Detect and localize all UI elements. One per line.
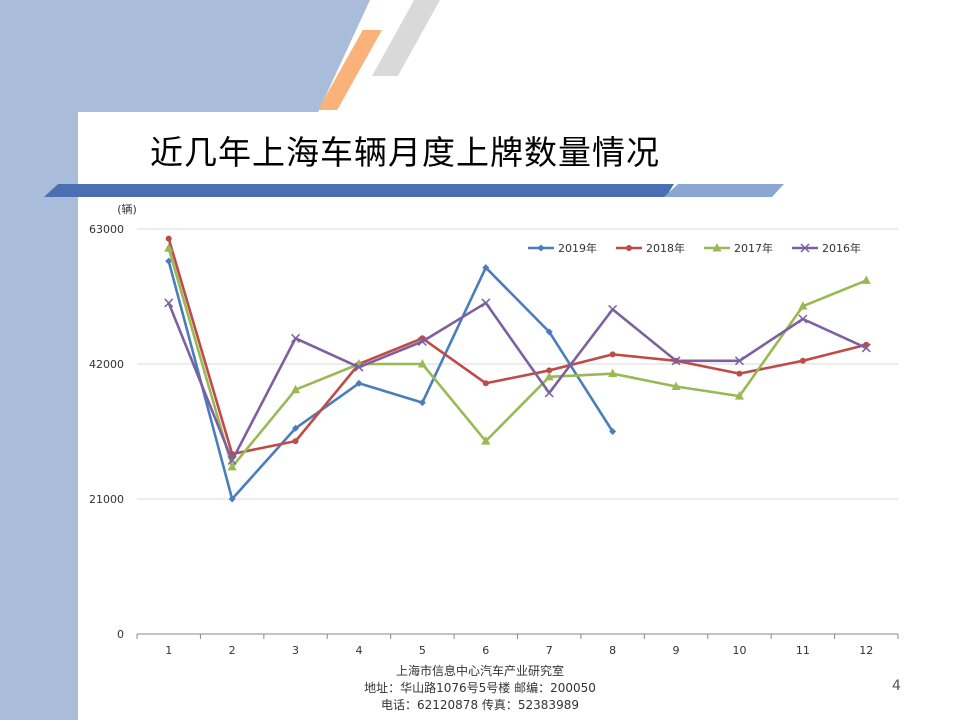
data-point	[355, 379, 363, 387]
x-tick-label: 8	[609, 644, 616, 657]
data-point	[545, 328, 553, 336]
data-point	[734, 356, 744, 366]
data-point	[227, 455, 237, 465]
data-point	[292, 438, 299, 445]
data-point	[736, 370, 743, 377]
slide-title: 近几年上海车辆月度上牌数量情况	[150, 133, 660, 172]
data-point	[228, 495, 236, 503]
data-point	[609, 351, 616, 358]
data-point	[608, 304, 618, 314]
data-point	[481, 436, 491, 445]
title-underline-bar	[44, 184, 674, 197]
legend-label: 2019年	[558, 241, 597, 255]
x-tick-label: 7	[546, 644, 553, 657]
x-tick-label: 10	[732, 644, 746, 657]
x-tick-label: 3	[292, 644, 299, 657]
series-line	[167, 301, 867, 462]
data-point	[165, 257, 173, 265]
data-point	[164, 243, 174, 252]
data-point	[799, 357, 806, 364]
x-tick-label: 6	[482, 644, 489, 657]
background-top-band	[0, 0, 370, 112]
data-point	[861, 343, 871, 353]
data-point	[609, 428, 617, 435]
data-point	[546, 367, 553, 374]
x-tick-label: 9	[673, 644, 680, 657]
data-point	[482, 264, 490, 272]
data-point	[861, 275, 871, 284]
legend-label: 2016年	[822, 241, 861, 255]
x-tick-label: 1	[165, 644, 172, 657]
data-point	[734, 391, 744, 400]
legend-marker	[712, 243, 722, 252]
data-point	[227, 461, 237, 471]
data-point	[165, 235, 172, 242]
x-tick-label: 2	[229, 644, 236, 657]
y-tick-label: 0	[117, 628, 124, 641]
legend-marker	[626, 245, 632, 251]
data-point	[798, 301, 808, 310]
series-line	[167, 260, 614, 501]
data-point	[291, 333, 301, 343]
legend-marker	[537, 244, 545, 252]
content-card	[78, 112, 960, 720]
y-tick-label: 42000	[89, 358, 124, 371]
x-tick-label: 11	[796, 644, 810, 657]
data-point	[671, 381, 681, 390]
y-axis-label: (辆)	[117, 202, 137, 216]
legend-marker	[800, 243, 810, 253]
data-point	[481, 298, 491, 308]
data-point	[164, 298, 174, 308]
x-tick-label: 4	[355, 644, 362, 657]
series-line	[167, 247, 867, 469]
series-line	[167, 238, 867, 456]
footer-org: 上海市信息中心汽车产业研究室	[395, 664, 564, 678]
data-point	[418, 399, 426, 407]
data-point	[417, 359, 427, 368]
data-point	[608, 368, 618, 378]
data-point	[544, 388, 554, 398]
page-number: 4	[892, 678, 901, 694]
footer-address: 地址：华山路1076号5号楼 邮编：200050	[364, 681, 596, 695]
y-tick-label: 21000	[89, 493, 124, 506]
legend-label: 2018年	[646, 241, 685, 255]
legend-label: 2017年	[734, 241, 773, 255]
data-point	[417, 336, 427, 347]
title-underline-bar-tail	[664, 184, 784, 197]
data-point	[354, 362, 364, 372]
y-tick-label: 63000	[89, 223, 124, 236]
data-point	[671, 356, 681, 366]
data-point	[482, 380, 489, 387]
data-point	[291, 384, 301, 394]
data-point	[544, 371, 554, 381]
data-point	[292, 424, 300, 432]
footer-phone: 电话：62120878 传真：52383989	[381, 698, 579, 712]
data-point	[798, 314, 808, 324]
x-tick-label: 5	[419, 644, 426, 657]
background-left-band	[0, 0, 78, 720]
x-tick-label: 12	[859, 644, 873, 657]
